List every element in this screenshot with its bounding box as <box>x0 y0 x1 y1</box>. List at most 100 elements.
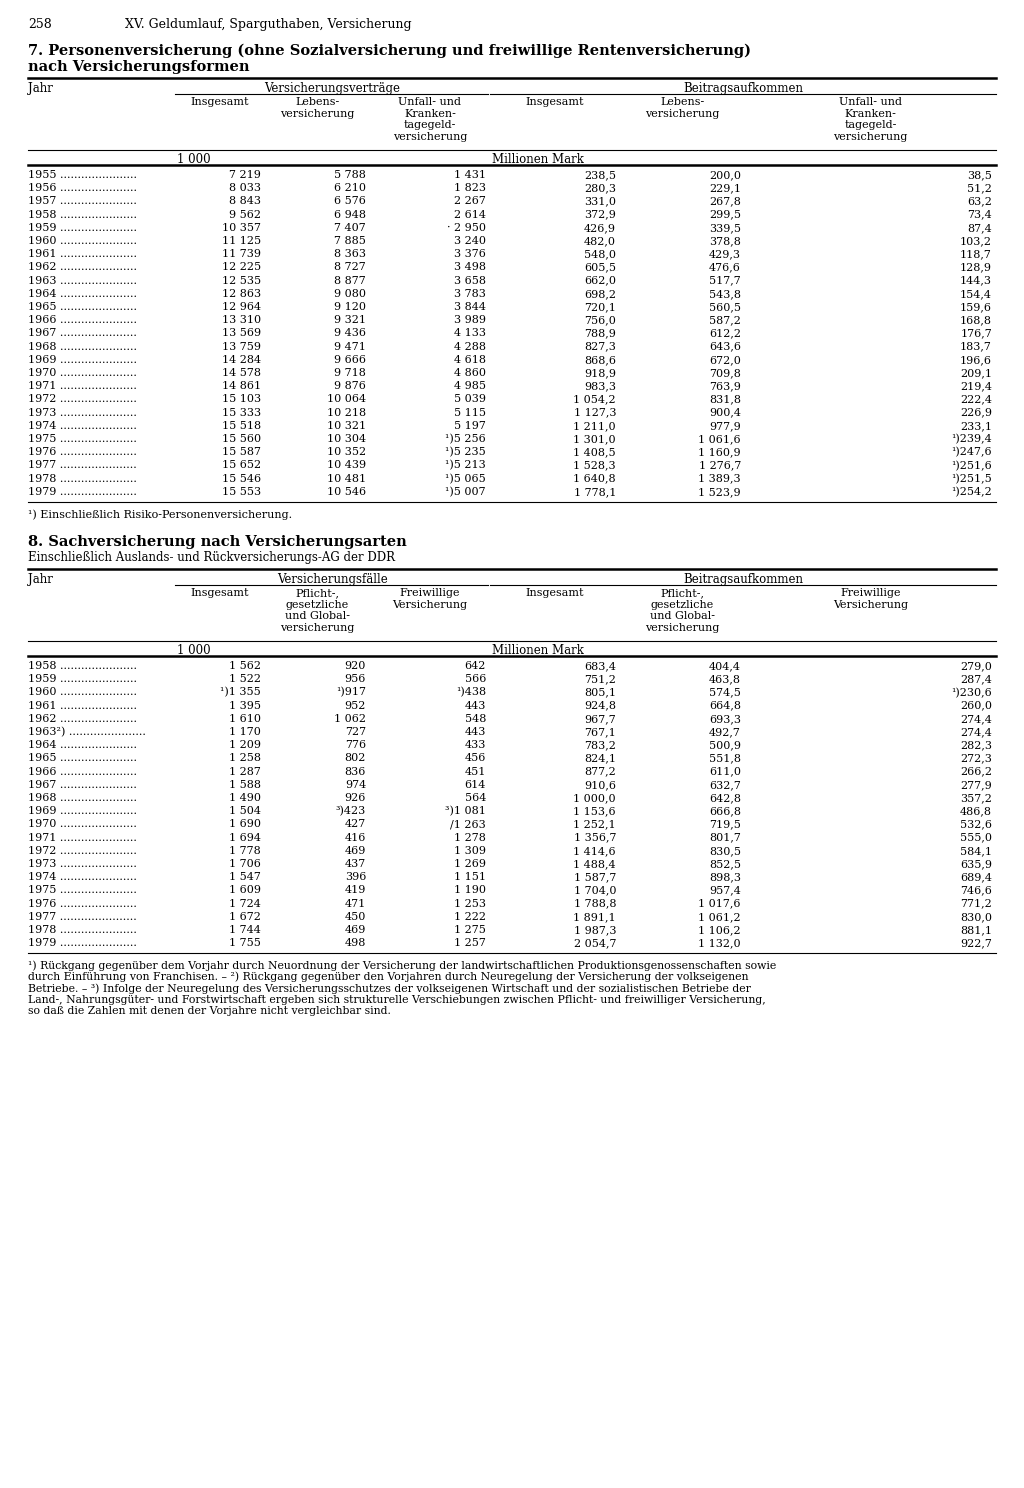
Text: 642,8: 642,8 <box>709 793 741 804</box>
Text: 429,3: 429,3 <box>709 248 741 259</box>
Text: 1 891,1: 1 891,1 <box>573 912 616 921</box>
Text: ¹) Rückgang gegenüber dem Vorjahr durch Neuordnung der Versicherung der landwirt: ¹) Rückgang gegenüber dem Vorjahr durch … <box>28 960 776 972</box>
Text: 1973 ......................: 1973 ...................... <box>28 408 137 418</box>
Text: 272,3: 272,3 <box>961 753 992 763</box>
Text: · 2 950: · 2 950 <box>447 223 486 232</box>
Text: 1 395: 1 395 <box>229 701 261 711</box>
Text: 482,0: 482,0 <box>584 237 616 246</box>
Text: 924,8: 924,8 <box>584 701 616 711</box>
Text: 15 518: 15 518 <box>222 421 261 432</box>
Text: 159,6: 159,6 <box>961 302 992 312</box>
Text: 10 321: 10 321 <box>327 421 366 432</box>
Text: 8 727: 8 727 <box>334 262 366 272</box>
Text: 1 287: 1 287 <box>229 766 261 777</box>
Text: 683,4: 683,4 <box>584 661 616 671</box>
Text: ¹)239,4: ¹)239,4 <box>951 434 992 445</box>
Text: 233,1: 233,1 <box>961 421 992 432</box>
Text: 1971 ......................: 1971 ...................... <box>28 381 137 391</box>
Text: 1958 ......................: 1958 ...................... <box>28 661 137 671</box>
Text: 635,9: 635,9 <box>961 859 992 869</box>
Text: 612,2: 612,2 <box>709 329 741 338</box>
Text: 548,0: 548,0 <box>584 248 616 259</box>
Text: 8. Sachversicherung nach Versicherungsarten: 8. Sachversicherung nach Versicherungsar… <box>28 536 407 549</box>
Text: 751,2: 751,2 <box>584 674 616 684</box>
Text: Pflicht-,
gesetzliche
und Global-
versicherung: Pflicht-, gesetzliche und Global- versic… <box>281 588 354 632</box>
Text: 9 080: 9 080 <box>334 289 366 299</box>
Text: 1962 ......................: 1962 ...................... <box>28 714 137 723</box>
Text: 277,9: 277,9 <box>961 780 992 790</box>
Text: 756,0: 756,0 <box>584 315 616 326</box>
Text: 8 033: 8 033 <box>229 183 261 193</box>
Text: 51,2: 51,2 <box>967 183 992 193</box>
Text: ¹)230,6: ¹)230,6 <box>951 687 992 698</box>
Text: 1970 ......................: 1970 ...................... <box>28 368 137 378</box>
Text: Beitragsaufkommen: Beitragsaufkommen <box>683 573 803 586</box>
Text: 1 222: 1 222 <box>454 912 486 921</box>
Text: 1 823: 1 823 <box>454 183 486 193</box>
Text: 642: 642 <box>465 661 486 671</box>
Text: 8 877: 8 877 <box>334 275 366 286</box>
Text: ³)1 081: ³)1 081 <box>445 806 486 817</box>
Text: 983,3: 983,3 <box>584 381 616 391</box>
Text: 6 576: 6 576 <box>334 196 366 207</box>
Text: 219,4: 219,4 <box>961 381 992 391</box>
Text: ¹)251,5: ¹)251,5 <box>951 473 992 484</box>
Text: 1969 ......................: 1969 ...................... <box>28 806 137 817</box>
Text: 1967 ......................: 1967 ...................... <box>28 329 137 338</box>
Text: ¹)438: ¹)438 <box>456 687 486 698</box>
Text: Millionen Mark: Millionen Mark <box>492 644 584 658</box>
Text: 1 987,3: 1 987,3 <box>573 926 616 934</box>
Text: 282,3: 282,3 <box>961 740 992 750</box>
Text: 103,2: 103,2 <box>961 237 992 246</box>
Text: 3 989: 3 989 <box>454 315 486 326</box>
Text: 1956 ......................: 1956 ...................... <box>28 183 137 193</box>
Text: 1 061,6: 1 061,6 <box>698 434 741 443</box>
Text: 727: 727 <box>345 728 366 737</box>
Text: 339,5: 339,5 <box>709 223 741 232</box>
Text: 836: 836 <box>345 766 366 777</box>
Text: 881,1: 881,1 <box>961 926 992 934</box>
Text: 614: 614 <box>465 780 486 790</box>
Text: 1 640,8: 1 640,8 <box>573 473 616 484</box>
Text: 274,4: 274,4 <box>961 728 992 737</box>
Text: Versicherungsverträge: Versicherungsverträge <box>264 82 400 95</box>
Text: 7 885: 7 885 <box>334 237 366 246</box>
Text: 5 115: 5 115 <box>454 408 486 418</box>
Text: 1 389,3: 1 389,3 <box>698 473 741 484</box>
Text: 1 724: 1 724 <box>229 899 261 909</box>
Text: 1 694: 1 694 <box>229 833 261 842</box>
Text: 632,7: 632,7 <box>710 780 741 790</box>
Text: 693,3: 693,3 <box>709 714 741 723</box>
Text: 476,6: 476,6 <box>710 262 741 272</box>
Text: 1 278: 1 278 <box>454 833 486 842</box>
Text: XV. Geldumlauf, Sparguthaben, Versicherung: XV. Geldumlauf, Sparguthaben, Versicheru… <box>125 18 412 31</box>
Text: ¹)254,2: ¹)254,2 <box>951 487 992 497</box>
Text: 900,4: 900,4 <box>709 408 741 418</box>
Text: 1 153,6: 1 153,6 <box>573 806 616 817</box>
Text: 1972 ......................: 1972 ...................... <box>28 394 137 405</box>
Text: 144,3: 144,3 <box>961 275 992 286</box>
Text: 15 587: 15 587 <box>222 448 261 457</box>
Text: 4 133: 4 133 <box>454 329 486 338</box>
Text: 1 054,2: 1 054,2 <box>573 394 616 405</box>
Text: 6 948: 6 948 <box>334 210 366 220</box>
Text: 1959 ......................: 1959 ...................... <box>28 674 137 684</box>
Text: 1 755: 1 755 <box>229 939 261 948</box>
Text: 831,8: 831,8 <box>709 394 741 405</box>
Text: 280,3: 280,3 <box>584 183 616 193</box>
Text: 4 618: 4 618 <box>454 354 486 365</box>
Text: 426,9: 426,9 <box>584 223 616 232</box>
Text: ¹)5 235: ¹)5 235 <box>445 448 486 457</box>
Text: 548: 548 <box>465 714 486 723</box>
Text: 3 498: 3 498 <box>454 262 486 272</box>
Text: 1 490: 1 490 <box>229 793 261 804</box>
Text: 154,4: 154,4 <box>961 289 992 299</box>
Text: 1 778,1: 1 778,1 <box>573 487 616 497</box>
Text: 1 258: 1 258 <box>229 753 261 763</box>
Text: 15 553: 15 553 <box>222 487 261 497</box>
Text: ³)423: ³)423 <box>336 806 366 817</box>
Text: 15 546: 15 546 <box>222 473 261 484</box>
Text: 8 363: 8 363 <box>334 248 366 259</box>
Text: 3 658: 3 658 <box>454 275 486 286</box>
Text: 1 017,6: 1 017,6 <box>698 899 741 909</box>
